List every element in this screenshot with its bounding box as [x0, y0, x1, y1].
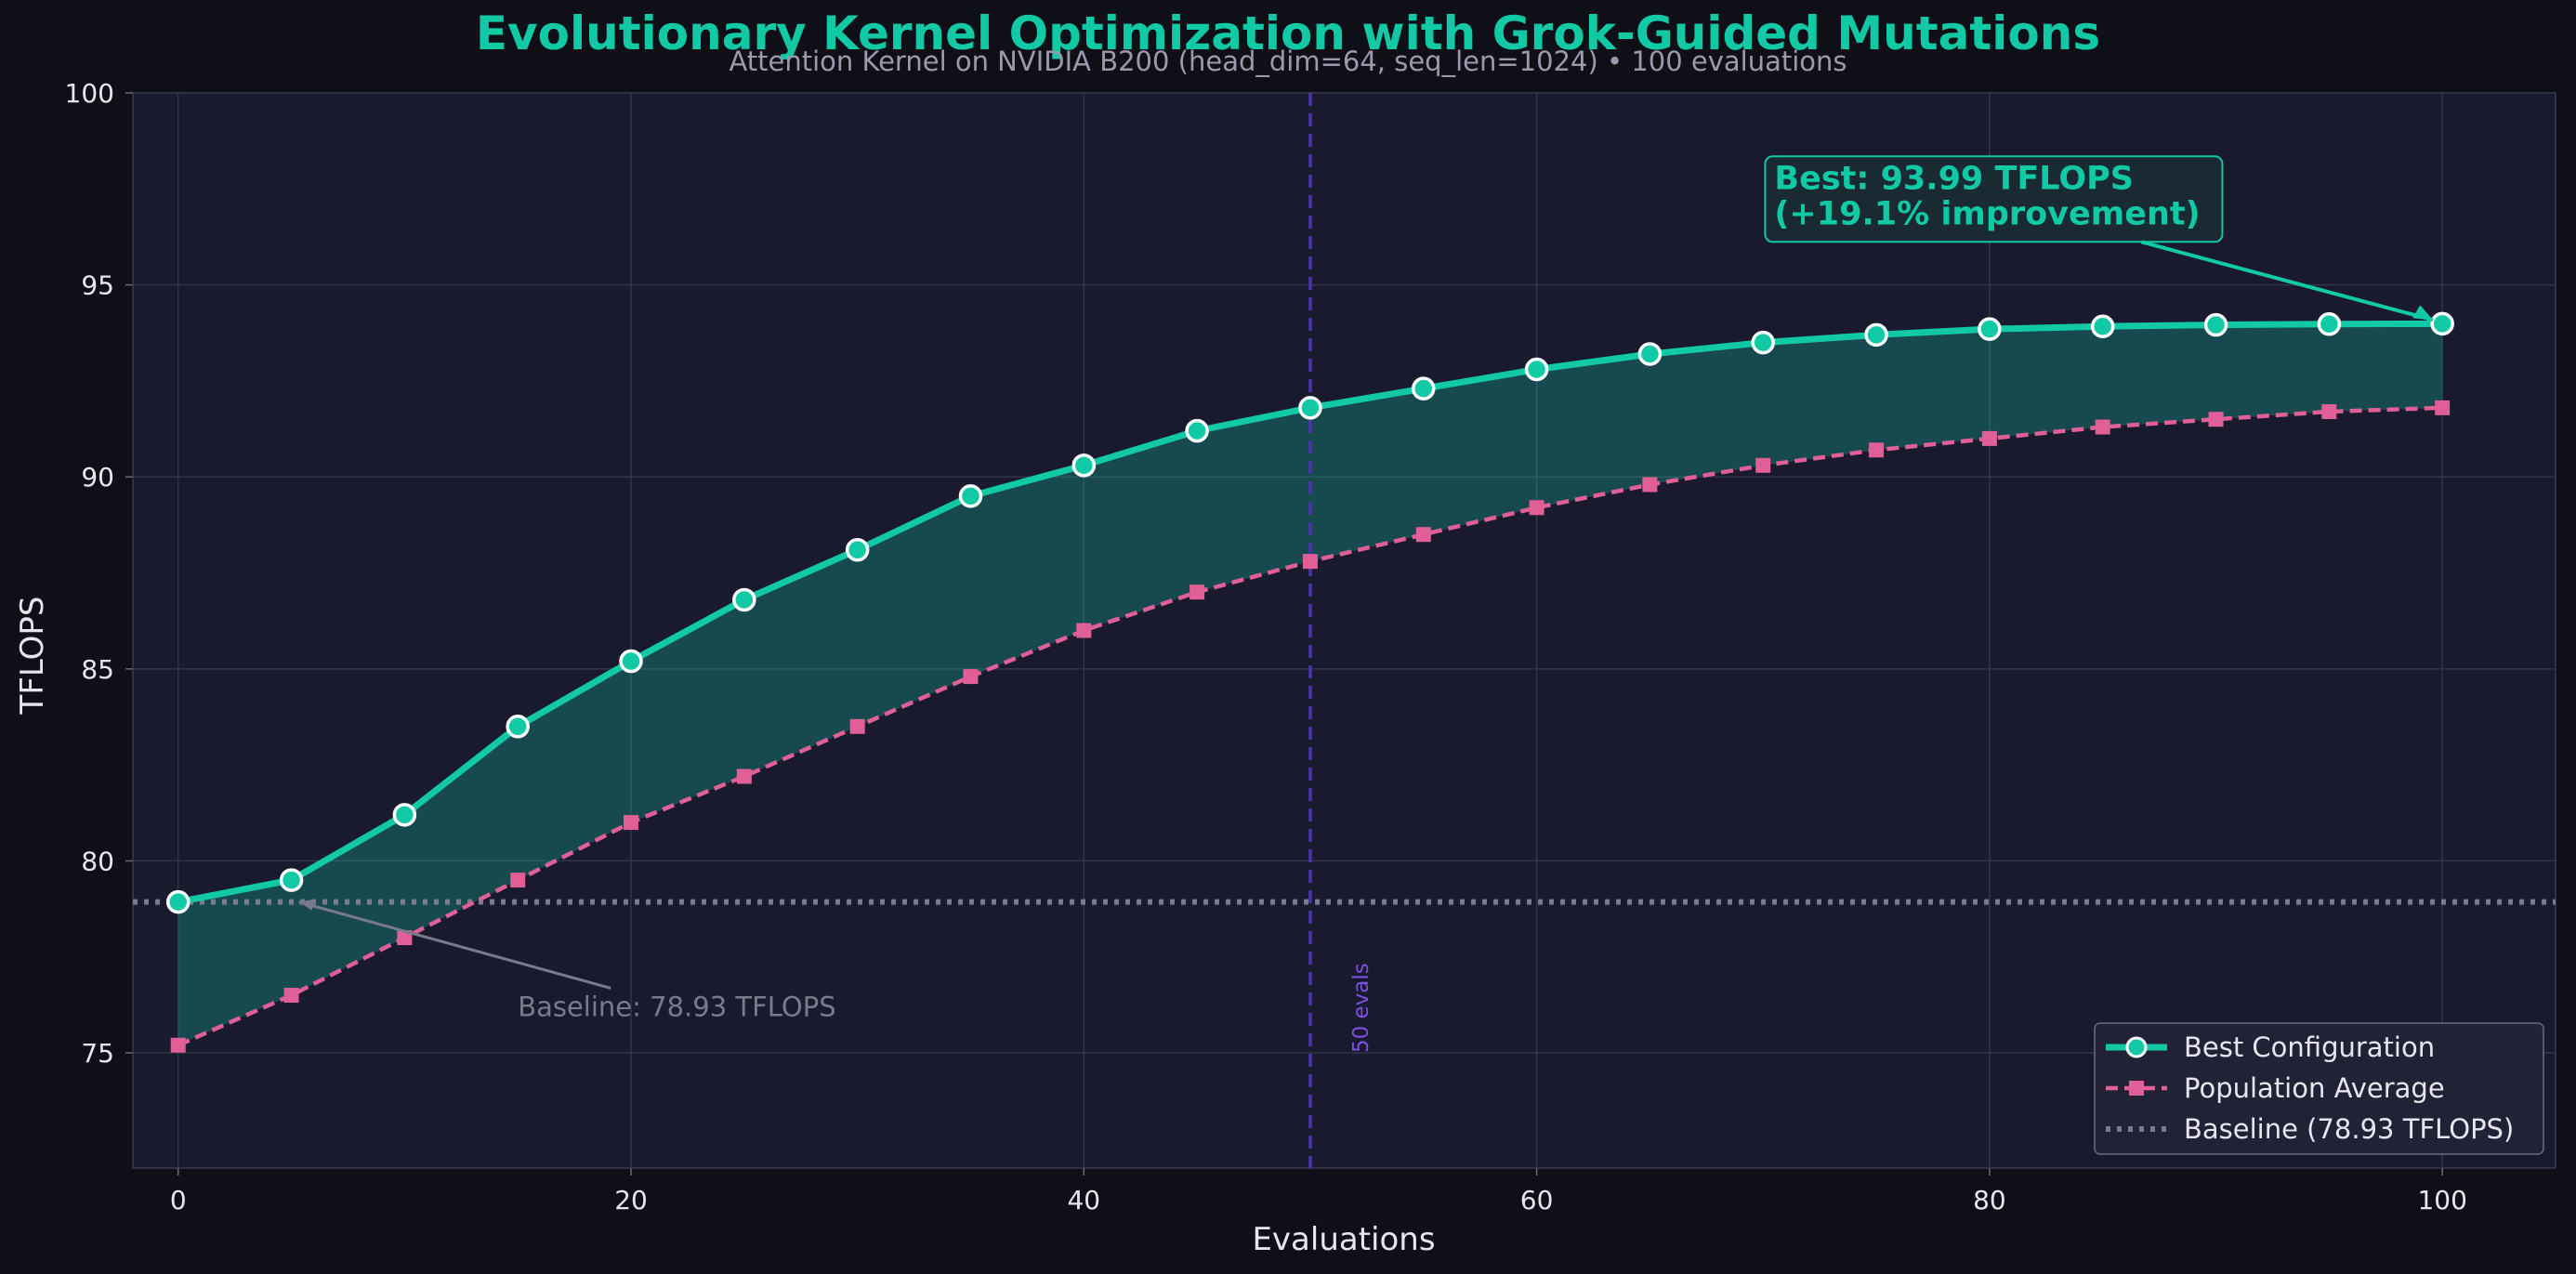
best-annotation-arrowhead — [2412, 305, 2434, 321]
population-average-point — [2321, 403, 2337, 419]
y-tick-label: 95 — [81, 270, 114, 301]
best-configuration-point — [1071, 453, 1097, 478]
best-configuration-point — [1412, 376, 1436, 401]
population-average-point — [849, 718, 865, 734]
best-configuration-point — [1185, 418, 1209, 443]
series-layer — [165, 311, 2454, 1053]
baseline-annotation-label: Baseline: 78.93 TFLOPS — [518, 991, 835, 1022]
best-configuration-point — [845, 537, 870, 562]
legend-best-marker — [2125, 1036, 2148, 1058]
best-configuration-point — [1864, 322, 1888, 348]
best-configuration-point — [506, 715, 530, 739]
best-configuration-point — [619, 649, 643, 674]
x-tick-label: 60 — [1520, 1185, 1554, 1215]
population-average-point — [2208, 412, 2224, 427]
best-configuration-point — [2090, 314, 2115, 338]
best-annotation-box — [1764, 155, 2224, 243]
vline-layer: 50 evals — [1308, 93, 1373, 1168]
legend-label-best: Best Configuration — [2184, 1031, 2435, 1063]
x-tick-label: 40 — [1067, 1185, 1100, 1215]
legend-box — [2094, 1022, 2544, 1155]
population-average-point — [283, 988, 299, 1004]
population-average-point — [1642, 477, 1658, 493]
chart-title: Evolutionary Kernel Optimization with Gr… — [476, 7, 2100, 60]
best-annotation-line1: Best: 93.99 TFLOPS — [1774, 160, 2134, 197]
population-average-point — [510, 873, 526, 888]
best-annotation-line2: (+19.1% improvement) — [1774, 195, 2200, 232]
x-tick-label: 80 — [1973, 1185, 2006, 1215]
population-average-point — [1981, 430, 1997, 446]
population-average-point — [1076, 623, 1092, 638]
legend: Best Configuration Population Average Base… — [2094, 1022, 2544, 1155]
population-average-point — [1755, 457, 1771, 473]
best-configuration-point — [2203, 312, 2228, 337]
y-axis-label: TFLOPS — [14, 597, 51, 716]
chart-subtitle: Attention Kernel on NVIDIA B200 (head_di… — [729, 46, 1847, 77]
population-average-point — [2095, 419, 2110, 435]
baseline-annotation-arrowhead — [298, 899, 316, 911]
population-average-point — [736, 768, 752, 784]
annotations: Best: 93.99 TFLOPS(+19.1% improvement) Ba… — [298, 155, 2434, 1022]
y-tick-label: 80 — [81, 846, 114, 876]
best-configuration-point — [1637, 342, 1663, 366]
vline-label: 50 evals — [1349, 963, 1373, 1053]
best-configuration-point — [1298, 396, 1322, 420]
population-average-point — [1302, 554, 1318, 570]
population-average-point — [170, 1037, 186, 1053]
population-average-point — [1189, 584, 1205, 600]
best-configuration-point — [2430, 311, 2454, 336]
x-axis-label: Evaluations — [1252, 1221, 1435, 1258]
population-average-point — [1869, 442, 1885, 458]
baseline-annotation-arrow — [298, 900, 611, 990]
best-configuration-point — [732, 587, 756, 612]
best-configuration-point — [2317, 312, 2342, 336]
axes-layer: 0 20 40 60 80 100 75 80 85 90 95 100 — [65, 78, 2467, 1215]
plot-area — [132, 92, 2556, 1169]
y-tick-label: 100 — [65, 78, 114, 109]
legend-label-pop: Population Average — [2184, 1072, 2445, 1104]
x-tick-label: 100 — [2417, 1185, 2466, 1215]
population-average-point — [397, 930, 413, 946]
best-configuration-point — [958, 484, 983, 508]
best-configuration-point — [1524, 357, 1549, 382]
grid — [133, 92, 2556, 1168]
population-average-point — [1415, 527, 1431, 543]
best-configuration-point — [1751, 330, 1775, 355]
y-tick-label: 75 — [81, 1038, 114, 1069]
population-average-point — [2435, 400, 2451, 415]
best-configuration-point — [392, 803, 417, 827]
best-configuration-point — [279, 868, 304, 892]
best-configuration-point — [165, 889, 191, 914]
best-annotation-arrow — [2140, 240, 2434, 322]
population-average-point — [1529, 500, 1544, 516]
x-tick-label: 20 — [614, 1185, 648, 1215]
population-average-point — [963, 669, 979, 685]
legend-label-baseline: Baseline (78.93 TFLOPS) — [2184, 1113, 2514, 1145]
x-tick-label: 0 — [170, 1185, 187, 1215]
legend-pop-marker — [2129, 1081, 2144, 1096]
population-average-point — [624, 815, 639, 831]
best-configuration-point — [1978, 317, 2002, 341]
y-tick-label: 85 — [81, 654, 114, 685]
y-tick-label: 90 — [81, 462, 114, 493]
